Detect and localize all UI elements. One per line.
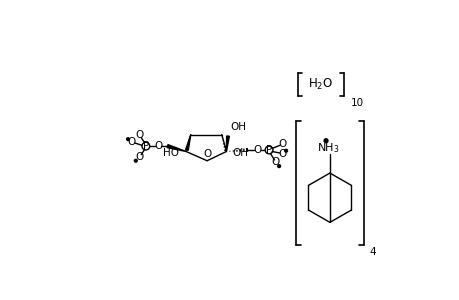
Text: P: P — [265, 145, 272, 155]
Text: P: P — [142, 141, 149, 151]
Text: NH$_3$: NH$_3$ — [316, 141, 339, 154]
Circle shape — [284, 149, 287, 152]
Polygon shape — [185, 135, 190, 150]
Polygon shape — [167, 145, 186, 152]
Text: O: O — [203, 149, 212, 159]
Circle shape — [134, 159, 137, 162]
Circle shape — [277, 165, 280, 167]
Text: O: O — [270, 157, 279, 167]
Text: HO: HO — [163, 148, 179, 158]
Text: O: O — [135, 130, 144, 140]
Text: O: O — [278, 139, 286, 149]
Circle shape — [324, 139, 327, 142]
Text: 10: 10 — [350, 98, 363, 108]
Text: OH: OH — [230, 122, 246, 132]
Text: O: O — [154, 141, 162, 151]
Text: O: O — [278, 149, 286, 159]
Polygon shape — [226, 136, 229, 152]
Text: 4: 4 — [369, 247, 375, 257]
Text: O: O — [128, 137, 136, 147]
Circle shape — [126, 138, 129, 141]
Text: O: O — [253, 145, 261, 155]
Text: O: O — [135, 152, 144, 162]
Text: H$_2$O: H$_2$O — [308, 77, 333, 92]
Text: OH: OH — [232, 148, 248, 158]
